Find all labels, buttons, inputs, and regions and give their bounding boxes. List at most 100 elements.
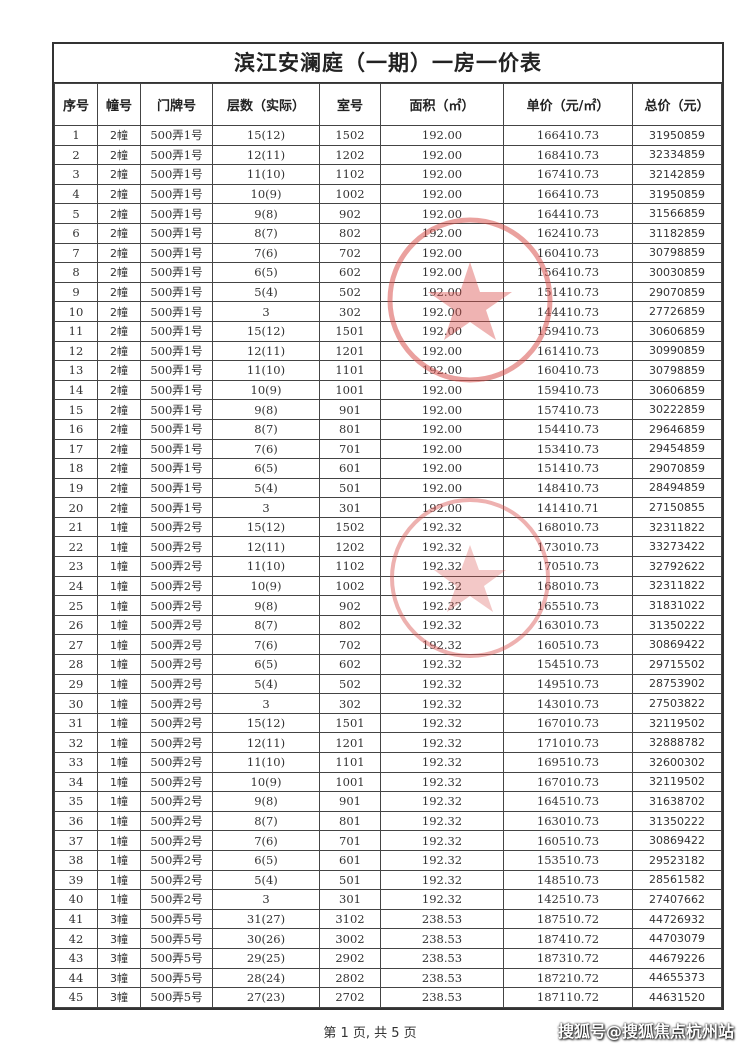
table-cell: 167410.73 [503,164,633,185]
table-cell: 500弄2号 [140,595,213,616]
table-cell: 192.32 [380,810,504,832]
table-cell: 30990859 [632,340,722,362]
table-cell: 15(12) [212,320,320,342]
table-row: 33 1幢 500弄2号 11(10) 1101 192.32 169510.73 32600… [54,752,722,773]
table-cell: 32334859 [632,144,722,166]
table-cell: 11(10) [212,164,320,185]
table-cell: 500弄1号 [140,242,213,264]
table-row: 15 2幢 500弄1号 9(8) 901 192.00 157410.73 30222859 [54,399,722,420]
table-cell: 1201 [319,340,381,362]
table-cell: 2幢 [97,183,141,205]
table-cell: 15(12) [212,712,320,734]
table-cell: 1幢 [97,732,141,753]
table-row: 5 2幢 500弄1号 9(8) 902 192.00 164410.73 31566859 [54,203,722,224]
table-cell: 21 [54,516,98,538]
table-cell: 1幢 [97,810,141,832]
table-cell: 162410.73 [503,222,633,244]
table-cell: 29070859 [632,458,722,479]
table-cell: 192.32 [380,654,504,675]
table-cell: 192.00 [380,144,504,166]
table-cell: 7(6) [212,438,320,460]
table-cell: 500弄2号 [140,634,213,656]
table-cell: 2幢 [97,458,141,479]
table-cell: 144410.73 [503,301,633,322]
column-header: 面积（㎡） [380,83,504,126]
table-cell: 500弄2号 [140,654,213,675]
table-cell: 28561582 [632,869,722,891]
table-cell: 2 [54,144,98,166]
table-cell: 44703079 [632,928,722,949]
table-cell: 500弄2号 [140,575,213,597]
table-cell: 153510.73 [503,849,633,871]
table-cell: 1502 [319,516,381,538]
table-row: 8 2幢 500弄1号 6(5) 602 192.00 156410.73 30030859 [54,262,722,283]
table-cell: 32888782 [632,732,722,753]
table-cell: 30 [54,693,98,714]
table-cell: 3 [212,889,320,910]
table-cell: 7 [54,242,98,264]
table-cell: 163010.73 [503,614,633,636]
table-row: 10 2幢 500弄1号 3 302 192.00 144410.73 27726859 [54,301,722,322]
table-cell: 3幢 [97,908,141,930]
table-cell: 9(8) [212,791,320,812]
table-cell: 2幢 [97,164,141,185]
table-cell: 28494859 [632,477,722,499]
table-cell: 28 [54,654,98,675]
table-cell: 2幢 [97,222,141,244]
table-cell: 500弄2号 [140,810,213,832]
table-cell: 500弄2号 [140,516,213,538]
table-cell: 159410.73 [503,320,633,342]
table-cell: 192.32 [380,849,504,871]
table-cell: 502 [319,281,381,303]
table-cell: 30222859 [632,399,722,420]
table-row: 31 1幢 500弄2号 15(12) 1501 192.32 167010.73 32119… [54,712,722,734]
table-row: 17 2幢 500弄1号 7(6) 701 192.00 153410.73 29454859 [54,438,722,460]
table-cell: 32119502 [632,771,722,793]
table-cell: 302 [319,301,381,322]
table-cell: 157410.73 [503,399,633,420]
table-cell: 142510.73 [503,889,633,910]
table-row: 43 3幢 500弄5号 29(25) 2902 238.53 187310.72 44679… [54,947,722,969]
table-cell: 1202 [319,536,381,558]
table-cell: 161410.73 [503,340,633,362]
table-cell: 3002 [319,928,381,949]
table-row: 18 2幢 500弄1号 6(5) 601 192.00 151410.73 29070859 [54,458,722,479]
table-cell: 500弄2号 [140,752,213,773]
table-row: 26 1幢 500弄2号 8(7) 802 192.32 163010.73 31350222 [54,614,722,636]
table-cell: 15(12) [212,516,320,538]
table-row: 41 3幢 500弄5号 31(27) 3102 238.53 187510.72 44726… [54,908,722,930]
table-cell: 2幢 [97,125,141,146]
table-cell: 31(27) [212,908,320,930]
table-cell: 7(6) [212,634,320,656]
page-footer: 第 1 页, 共 5 页 [323,1026,417,1041]
table-cell: 143010.73 [503,693,633,714]
table-cell: 500弄1号 [140,340,213,362]
table-cell: 1幢 [97,693,141,714]
table-cell: 29646859 [632,418,722,440]
table-cell: 2幢 [97,144,141,166]
table-row: 6 2幢 500弄1号 8(7) 802 192.00 162410.73 31182859 [54,222,722,244]
table-cell: 2幢 [97,281,141,303]
table-cell: 500弄1号 [140,222,213,244]
table-cell: 43 [54,947,98,969]
table-cell: 31 [54,712,98,734]
table-cell: 44679226 [632,947,722,969]
table-cell: 30606859 [632,320,722,342]
table-row: 24 1幢 500弄2号 10(9) 1002 192.32 168010.73 323118… [54,575,722,597]
table-cell: 3 [212,497,320,518]
table-cell: 192.32 [380,752,504,773]
table-cell: 500弄1号 [140,262,213,283]
table-cell: 1102 [319,164,381,185]
table-cell: 156410.73 [503,262,633,283]
table-cell: 11(10) [212,556,320,577]
table-cell: 192.00 [380,301,504,322]
table-cell: 500弄1号 [140,301,213,322]
table-row: 11 2幢 500弄1号 15(12) 1501 192.00 159410.73 30606… [54,320,722,342]
table-cell: 15(12) [212,125,320,146]
table-cell: 5(4) [212,673,320,695]
table-cell: 168010.73 [503,516,633,538]
table-row: 42 3幢 500弄5号 30(26) 3002 238.53 187410.72 44703… [54,928,722,949]
table-cell: 902 [319,203,381,224]
table-cell: 1幢 [97,673,141,695]
table-cell: 14 [54,379,98,401]
